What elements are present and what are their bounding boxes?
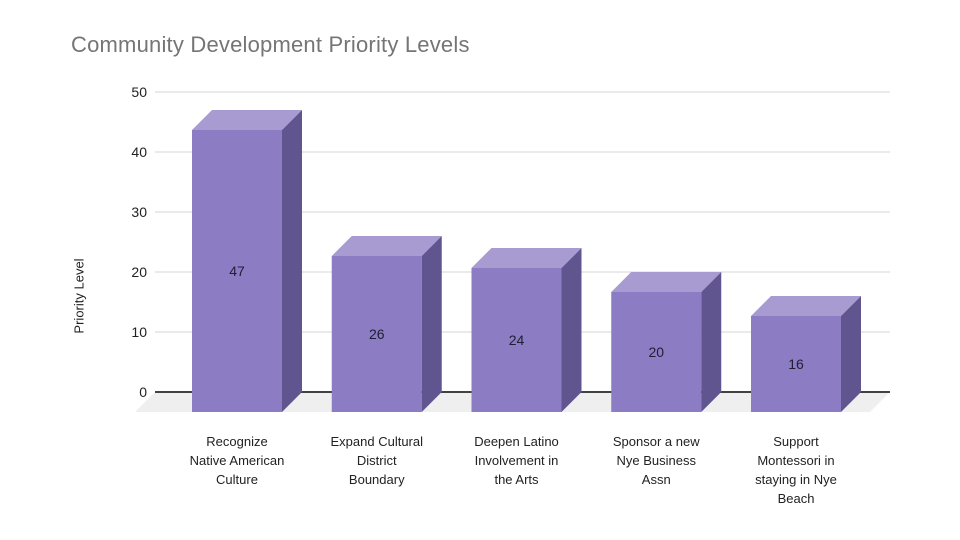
- bar-side-face: [282, 110, 302, 412]
- bar-front-face: [331, 256, 422, 412]
- bar-front-face: [192, 130, 282, 412]
- bar-top-face: [192, 110, 302, 130]
- y-tick-label: 30: [131, 204, 147, 220]
- y-tick-label: 40: [131, 144, 147, 160]
- bar-front-face: [471, 268, 562, 412]
- y-tick-label: 10: [131, 324, 147, 340]
- category-label: Support Montessori in staying in Nye Beach: [721, 432, 871, 508]
- bar-value-label: 47: [229, 263, 245, 279]
- category-label-line: Culture: [216, 472, 258, 487]
- category-label-line: Involvement in: [474, 453, 559, 468]
- bar-value-label: 26: [369, 326, 385, 342]
- category-label-line: Sponsor a new: [612, 434, 700, 449]
- bar-side-face: [561, 248, 582, 412]
- bar-value-label: 24: [509, 332, 525, 348]
- category-label-line: Support: [773, 434, 819, 449]
- category-label: Recognize Native American Culture: [162, 432, 312, 489]
- bar-top-face: [331, 236, 442, 256]
- category-label-line: Deepen Latino: [474, 434, 559, 449]
- category-label: Expand Cultural District Boundary: [302, 432, 452, 489]
- category-label-line: Expand Cultural: [330, 434, 424, 449]
- category-label: Sponsor a new Nye Business Assn: [581, 432, 731, 489]
- category-label-line: Assn: [641, 472, 671, 487]
- bar-front-face: [611, 292, 702, 412]
- bar-side-face: [421, 236, 442, 412]
- category-label-line: District: [356, 453, 397, 468]
- category-label-line: the Arts: [494, 472, 539, 487]
- category-label-line: Native American: [189, 453, 285, 468]
- category-label-line: Recognize: [206, 434, 268, 449]
- y-tick-label: 50: [131, 84, 147, 100]
- bar-side-face: [701, 272, 722, 412]
- bar-top-face: [611, 272, 722, 292]
- category-label-line: Montessori in: [757, 453, 835, 468]
- chart-title: Community Development Priority Levels: [71, 32, 470, 57]
- bar-front-face: [751, 316, 841, 412]
- bar-value-label: 16: [788, 356, 804, 372]
- bar-side-face: [841, 296, 861, 412]
- y-tick-label: 0: [139, 384, 147, 400]
- category-label: Deepen Latino Involvement in the Arts: [442, 432, 592, 489]
- category-label-line: Boundary: [348, 472, 405, 487]
- category-label-line: staying in Nye: [755, 472, 837, 487]
- y-tick-label: 20: [131, 264, 147, 280]
- category-label-line: Nye Business: [616, 453, 696, 468]
- bar-value-label: 20: [648, 344, 664, 360]
- bar-top-face: [751, 296, 861, 316]
- bar-top-face: [471, 248, 582, 268]
- category-label-line: Beach: [777, 491, 815, 506]
